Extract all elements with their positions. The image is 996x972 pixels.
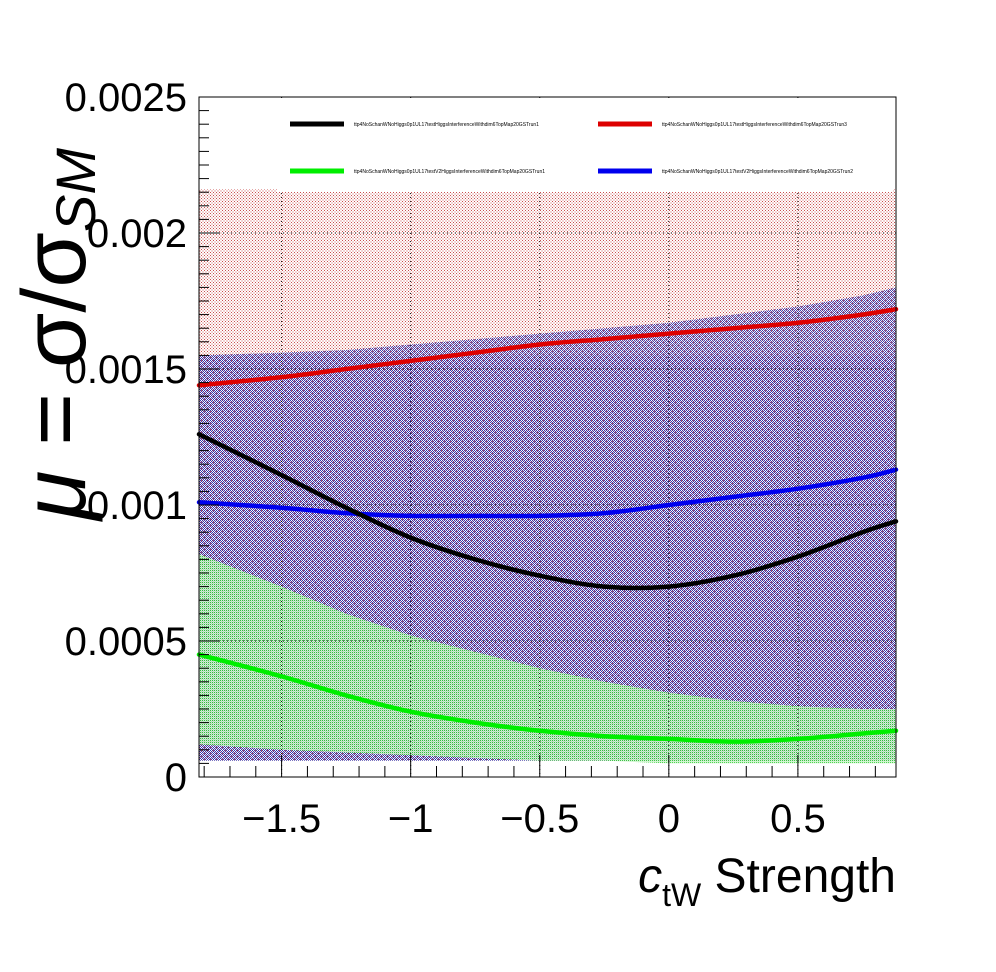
y-axis-title: μ = σ/σSM <box>5 148 107 522</box>
y-axis-title-sub: SM <box>44 148 107 232</box>
legend-label: ttp4NoSchanWNoHiggs0p1UL17testV2HiggsInt… <box>354 169 545 175</box>
y-tick-label: 0.002 <box>87 212 187 256</box>
x-tick-label: 0 <box>658 797 680 841</box>
y-tick-label: 0.0005 <box>65 620 187 664</box>
x-tick-label: −1 <box>388 797 434 841</box>
uncertainty-bands <box>199 189 896 764</box>
y-axis-title-mu: μ <box>5 471 105 522</box>
x-tick-label: −0.5 <box>500 797 579 841</box>
x-tick-label: 0.5 <box>770 797 826 841</box>
axis-ticks <box>199 96 876 778</box>
y-axis-title-eq: = σ/σ <box>5 232 105 471</box>
series-line <box>196 467 899 519</box>
y-tick-label: 0 <box>165 756 187 800</box>
legend-box <box>277 99 893 192</box>
series-line <box>196 306 899 388</box>
y-tick-label: 0.001 <box>87 484 187 528</box>
series-line <box>196 652 899 744</box>
x-axis-title-main: c <box>638 850 662 903</box>
series-lines <box>196 306 899 744</box>
y-tick-label: 0.0015 <box>65 348 187 392</box>
x-tick-labels: −1.5 −1 −0.5 0 0.5 <box>242 797 826 841</box>
x-axis-title-sub: tW <box>662 877 702 913</box>
x-tick-label: −1.5 <box>242 797 321 841</box>
legend-label: ttp4NoSchanWNoHiggs0p1UL17testV2HiggsInt… <box>662 169 853 175</box>
legend-label: ttp4NoSchanWNoHiggs0p1UL17testHiggsInter… <box>662 122 847 128</box>
y-tick-label: 0.0025 <box>65 76 187 120</box>
legend: ttp4NoSchanWNoHiggs0p1UL17testHiggsInter… <box>277 99 893 192</box>
x-axis-title-rest: Strength <box>701 850 896 903</box>
uncertainty-band <box>199 553 896 764</box>
y-tick-labels: 0 0.0005 0.001 0.0015 0.002 0.0025 <box>65 76 187 800</box>
x-axis-title: ctW Strength <box>638 850 896 913</box>
series-line <box>196 432 899 591</box>
legend-label: ttp4NoSchanWNoHiggs0p1UL17testHiggsInter… <box>354 122 539 128</box>
